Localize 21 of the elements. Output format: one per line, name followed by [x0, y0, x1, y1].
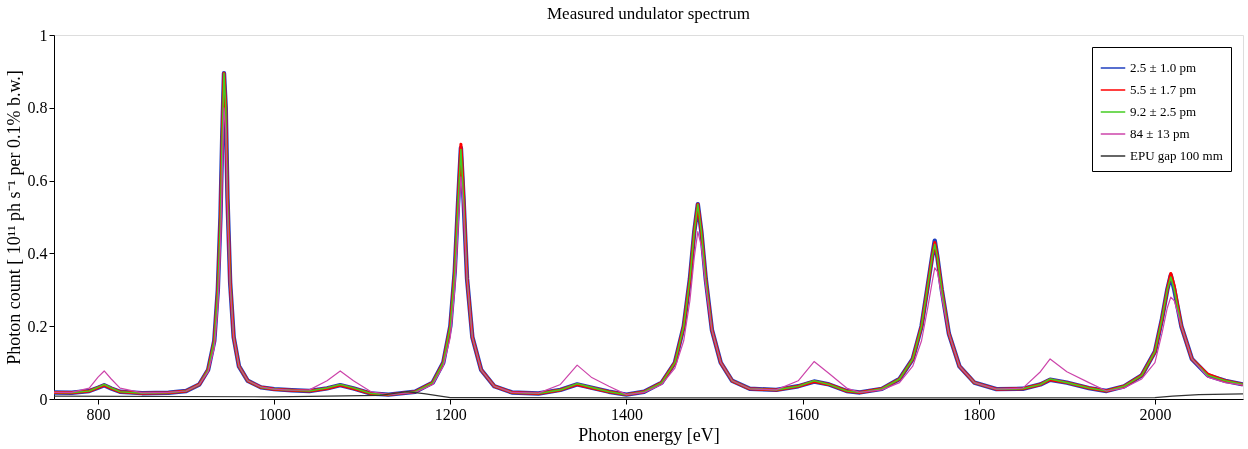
y-tick-label: 0.6: [27, 172, 48, 190]
x-tick-label: 2000: [1139, 405, 1172, 423]
x-tick-label: 1600: [787, 405, 820, 423]
legend-label: 2.5 ± 1.0 pm: [1130, 60, 1196, 75]
y-tick-label: 0: [39, 390, 48, 408]
legend-label: 5.5 ± 1.7 pm: [1130, 82, 1196, 97]
legend-label: 84 ± 13 pm: [1130, 126, 1190, 141]
y-tick-label: 0.2: [27, 317, 48, 335]
legend-label: 9.2 ± 2.5 pm: [1130, 104, 1196, 119]
x-tick-label: 1000: [258, 405, 291, 423]
y-axis-title: Photon count [ 10¹¹ ph s⁻¹ per 0.1% b.w.]: [3, 70, 24, 365]
y-tick-label: 1: [39, 26, 48, 44]
chart-title: Measured undulator spectrum: [547, 4, 750, 23]
y-tick-label: 0.8: [27, 99, 48, 117]
legend-label: EPU gap 100 mm: [1130, 148, 1223, 163]
x-tick-label: 1400: [610, 405, 643, 423]
x-axis-title: Photon energy [eV]: [578, 424, 720, 445]
x-tick-label: 1800: [963, 405, 996, 423]
y-tick-label: 0.4: [27, 244, 48, 262]
x-tick-label: 1200: [434, 405, 467, 423]
x-tick-label: 800: [86, 405, 111, 423]
